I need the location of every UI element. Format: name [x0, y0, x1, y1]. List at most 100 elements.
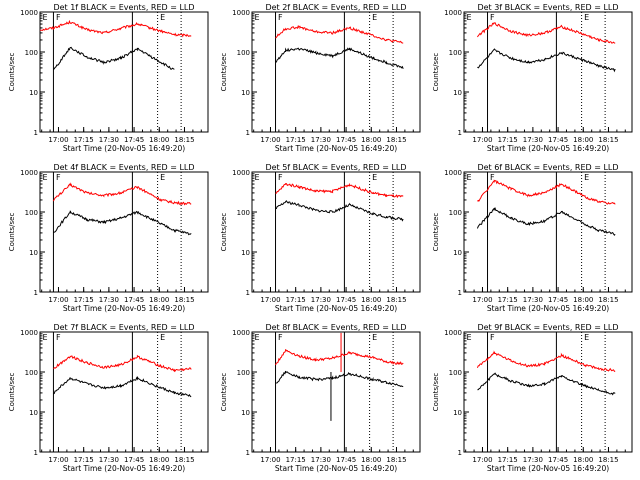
x-tick-label: 17:30	[523, 136, 543, 144]
x-tick-label: 18:00	[149, 456, 169, 464]
y-tick-label: 1	[246, 289, 250, 297]
x-tick-label: 17:15	[498, 136, 518, 144]
x-axis-label: Start Time (20-Nov-05 16:49:20)	[63, 304, 185, 313]
y-tick-label: 1000	[232, 329, 250, 337]
marker-label: E	[372, 173, 377, 182]
y-axis-label: Counts/sec	[432, 53, 440, 92]
y-tick-label: 100	[449, 49, 462, 57]
x-tick-label: 18:15	[174, 136, 194, 144]
lld-series-line	[476, 22, 616, 44]
detector-panel: Det 7f BLACK = Events, RED = LLD 1 10 100 10…	[8, 323, 209, 473]
y-tick-label: 1000	[444, 329, 462, 337]
plot-frame	[251, 171, 421, 293]
x-tick-label: 17:00	[260, 136, 280, 144]
x-axis-label: Start Time (20-Nov-05 16:49:20)	[487, 464, 609, 473]
marker-label: F	[278, 333, 283, 342]
x-tick-label: 18:00	[361, 456, 381, 464]
x-tick-label: 17:00	[48, 296, 68, 304]
panel-title: Det 7f BLACK = Events, RED = LLD	[53, 323, 194, 332]
plot-frame	[463, 171, 633, 293]
y-tick-label: 1000	[444, 169, 462, 177]
y-axis-label: Counts/sec	[220, 53, 228, 92]
x-tick-label: 18:00	[361, 296, 381, 304]
y-tick-label: 1000	[20, 169, 38, 177]
events-series-line	[477, 372, 616, 396]
y-tick-label: 100	[25, 49, 38, 57]
plot-frame	[39, 331, 209, 453]
x-tick-label: 17:15	[74, 456, 94, 464]
panel-title: Det 3f BLACK = Events, RED = LLD	[477, 3, 618, 12]
x-axis-label: Start Time (20-Nov-05 16:49:20)	[275, 304, 397, 313]
plot-frame	[251, 331, 421, 453]
y-axis-label: Counts/sec	[220, 373, 228, 412]
marker-label: F	[278, 173, 283, 182]
events-series-line	[477, 47, 616, 73]
marker-label: F	[490, 13, 495, 22]
events-series-line	[476, 207, 616, 236]
plot-frame	[39, 171, 209, 293]
y-tick-label: 100	[25, 209, 38, 217]
x-tick-label: 17:00	[472, 296, 492, 304]
x-tick-label: 17:30	[99, 296, 119, 304]
x-tick-label: 17:30	[311, 296, 331, 304]
events-series-line	[275, 370, 404, 388]
marker-label: F	[56, 333, 61, 342]
x-tick-label: 17:30	[99, 456, 119, 464]
events-series-line	[53, 375, 192, 398]
y-tick-label: 100	[237, 49, 250, 57]
marker-label: E	[467, 173, 472, 182]
y-tick-label: 100	[449, 369, 462, 377]
x-tick-label: 18:15	[598, 456, 618, 464]
y-axis-label: Counts/sec	[220, 213, 228, 252]
marker-label: E	[160, 333, 165, 342]
plot-frame	[39, 11, 209, 133]
x-tick-label: 17:30	[311, 136, 331, 144]
x-tick-label: 18:15	[386, 456, 406, 464]
y-tick-label: 10	[241, 249, 250, 257]
x-tick-label: 17:45	[124, 136, 144, 144]
y-axis-label: Counts/sec	[8, 53, 16, 92]
marker-label: E	[584, 173, 589, 182]
x-tick-label: 17:15	[286, 456, 306, 464]
y-tick-label: 100	[449, 209, 462, 217]
x-tick-label: 18:00	[149, 136, 169, 144]
y-tick-label: 100	[237, 369, 250, 377]
lld-series-line	[275, 24, 404, 44]
y-tick-label: 1	[34, 129, 38, 137]
y-tick-label: 1	[458, 129, 462, 137]
x-tick-label: 18:00	[573, 456, 593, 464]
marker-label: E	[160, 13, 165, 22]
lld-series-line	[275, 182, 404, 199]
y-axis-label: Counts/sec	[432, 213, 440, 252]
y-tick-label: 1	[246, 449, 250, 457]
x-tick-label: 18:15	[598, 136, 618, 144]
x-tick-label: 17:45	[548, 296, 568, 304]
y-tick-label: 1	[34, 449, 38, 457]
detector-panel: Det 9f BLACK = Events, RED = LLD 1 10 100 10…	[432, 323, 633, 473]
y-tick-label: 10	[453, 409, 462, 417]
panel-title: Det 2f BLACK = Events, RED = LLD	[265, 3, 406, 12]
x-tick-label: 17:45	[336, 456, 356, 464]
panel-title: Det 1f BLACK = Events, RED = LLD	[53, 3, 194, 12]
y-tick-label: 1	[458, 449, 462, 457]
x-tick-label: 17:30	[523, 296, 543, 304]
x-axis-label: Start Time (20-Nov-05 16:49:20)	[63, 144, 185, 153]
lld-series-line	[275, 349, 404, 366]
x-tick-label: 18:00	[573, 296, 593, 304]
x-tick-label: 17:45	[124, 296, 144, 304]
x-tick-label: 18:00	[149, 296, 169, 304]
events-series-line	[275, 200, 404, 222]
marker-label: E	[372, 333, 377, 342]
x-tick-label: 17:00	[260, 296, 280, 304]
x-tick-label: 17:00	[472, 456, 492, 464]
y-tick-label: 10	[241, 89, 250, 97]
y-tick-label: 1000	[20, 329, 38, 337]
detector-panel: Det 1f BLACK = Events, RED = LLD 1 10 100 10…	[8, 3, 209, 153]
y-tick-label: 10	[453, 249, 462, 257]
y-axis-label: Counts/sec	[8, 213, 16, 252]
y-axis-label: Counts/sec	[432, 373, 440, 412]
x-tick-label: 17:30	[99, 136, 119, 144]
marker-label: E	[43, 333, 48, 342]
events-series-line	[53, 46, 175, 71]
